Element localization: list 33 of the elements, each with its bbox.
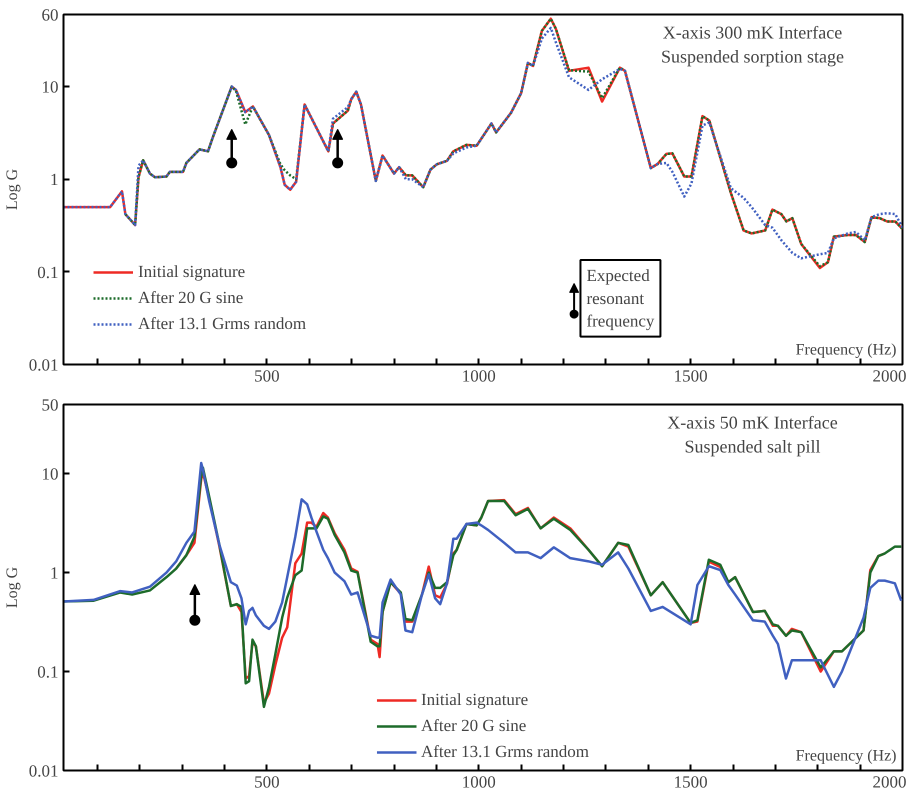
y-tick-label: 0.01 (28, 356, 58, 374)
text: X-axis 50 mK Interface (667, 412, 838, 432)
y-tick-label: 1 (50, 564, 58, 583)
y-tick-label: 0.1 (37, 662, 58, 682)
x-tick-label: 2000 (872, 366, 906, 386)
legend-label: After 20 G sine (420, 716, 526, 736)
y-axis-title: Log G (4, 168, 21, 210)
text: Suspended salt pill (684, 436, 821, 456)
legend-label: Initial signature (420, 690, 528, 710)
legend-label: After 13.1 Grms random (138, 314, 306, 334)
y-tick-label: 10 (42, 464, 58, 484)
x-axis-title: Frequency (Hz) (796, 342, 896, 358)
text: Suspended sorption stage (661, 46, 844, 66)
x-tick-label: 500 (254, 366, 280, 386)
y-tick-label: 60 (42, 6, 58, 24)
x-tick-label: 1500 (674, 366, 708, 386)
x-axis-title: Frequency (Hz) (796, 748, 896, 764)
y-axis-title: Log G (4, 566, 21, 608)
legend-label: After 13.1 Grms random (420, 742, 590, 762)
legend-label: Initial signature (138, 262, 246, 282)
x-tick-label: 1000 (462, 772, 496, 792)
y-tick-label: 50 (42, 396, 58, 414)
y-tick-label: 0.01 (28, 762, 58, 780)
x-tick-label: 1000 (462, 366, 496, 386)
x-tick-label: 2000 (872, 772, 906, 792)
y-tick-label: 0.1 (37, 262, 58, 282)
annotation: Expected resonant frequency (586, 266, 655, 331)
x-tick-label: 1500 (674, 772, 708, 792)
legend-label: After 20 G sine (138, 288, 244, 308)
y-tick-label: 1 (50, 170, 58, 190)
x-tick-label: 500 (254, 772, 280, 792)
y-tick-label: 10 (42, 78, 58, 97)
chart-title: X-axis 300 mK Interface (662, 22, 842, 42)
